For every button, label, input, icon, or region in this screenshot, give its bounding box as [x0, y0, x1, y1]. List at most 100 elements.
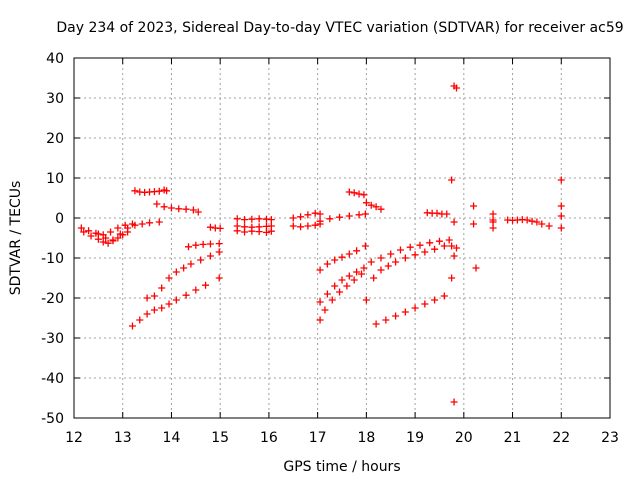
- data-point: [321, 306, 329, 314]
- data-point: [80, 228, 88, 236]
- data-point: [94, 230, 102, 238]
- data-point: [370, 274, 378, 282]
- data-point: [77, 224, 85, 232]
- data-point: [377, 266, 385, 274]
- data-point: [431, 245, 439, 253]
- data-point: [136, 316, 144, 324]
- data-point: [360, 264, 368, 272]
- data-point: [401, 254, 409, 262]
- series-arc-r: [316, 242, 369, 274]
- data-point: [215, 240, 223, 248]
- series-arc-d: [131, 186, 171, 196]
- x-tick-label: 22: [552, 430, 570, 446]
- data-point: [353, 247, 361, 255]
- series-arc-c: [94, 218, 163, 244]
- data-point: [382, 316, 390, 324]
- data-point: [102, 234, 110, 242]
- data-point: [362, 199, 370, 207]
- data-point: [172, 296, 180, 304]
- data-point: [248, 227, 256, 235]
- series-arc-a: [77, 220, 136, 239]
- data-point: [448, 176, 456, 184]
- data-point: [361, 242, 369, 250]
- data-point: [304, 222, 312, 230]
- data-point: [311, 209, 319, 217]
- data-point: [377, 205, 385, 213]
- data-point: [143, 310, 151, 318]
- data-point: [267, 216, 275, 224]
- data-point: [545, 222, 553, 230]
- data-point: [197, 256, 205, 264]
- data-point: [355, 211, 363, 219]
- x-tick-label: 17: [309, 430, 327, 446]
- data-point: [362, 296, 370, 304]
- data-point: [372, 320, 380, 328]
- data-point: [355, 190, 363, 198]
- data-point: [316, 217, 324, 225]
- data-point: [175, 205, 183, 213]
- y-tick-label: 20: [46, 131, 64, 147]
- data-point: [406, 243, 414, 251]
- data-point: [155, 187, 163, 195]
- data-point: [172, 268, 180, 276]
- data-point: [523, 216, 531, 224]
- data-point: [557, 176, 565, 184]
- data-point: [85, 227, 93, 235]
- data-point: [304, 211, 312, 219]
- data-point: [206, 223, 214, 231]
- series-arc-t: [316, 270, 365, 324]
- data-point: [124, 224, 132, 232]
- data-point: [392, 312, 400, 320]
- data-point: [262, 228, 270, 236]
- data-point: [160, 203, 168, 211]
- data-point: [421, 248, 429, 256]
- data-point: [338, 276, 346, 284]
- y-tick-label: 0: [55, 211, 64, 227]
- data-point: [297, 223, 305, 231]
- data-point: [396, 246, 404, 254]
- data-point: [180, 264, 188, 272]
- data-point: [367, 258, 375, 266]
- data-point: [528, 217, 536, 225]
- data-point: [326, 215, 334, 223]
- data-point: [401, 308, 409, 316]
- series-arc-w: [372, 292, 448, 328]
- series-arc-q: [362, 199, 385, 213]
- data-point: [440, 242, 448, 250]
- y-tick-label: 40: [46, 51, 64, 67]
- series-arc-s: [316, 264, 368, 306]
- data-point: [202, 281, 210, 289]
- x-tick-label: 20: [455, 430, 473, 446]
- data-point: [194, 208, 202, 216]
- data-point: [215, 274, 223, 282]
- series-arc-m: [289, 209, 324, 222]
- data-point: [158, 304, 166, 312]
- data-point: [233, 215, 241, 223]
- data-point: [353, 268, 361, 276]
- series-arc-v: [367, 236, 453, 266]
- data-point: [87, 232, 95, 240]
- data-point: [316, 298, 324, 306]
- data-point: [189, 206, 197, 214]
- x-tick-label: 18: [357, 430, 375, 446]
- plot-area-frame: [73, 57, 611, 419]
- x-tick-label: 19: [406, 430, 424, 446]
- data-point: [557, 202, 565, 210]
- data-point: [215, 248, 223, 256]
- data-point: [533, 218, 541, 226]
- data-point: [289, 222, 297, 230]
- series-arc-p: [345, 188, 368, 199]
- data-point: [338, 253, 346, 261]
- series-arc-o: [316, 210, 369, 225]
- data-point: [158, 284, 166, 292]
- data-point: [165, 274, 173, 282]
- x-tick-label: 16: [260, 430, 278, 446]
- data-point: [150, 306, 158, 314]
- data-point: [155, 218, 163, 226]
- data-point: [336, 288, 344, 296]
- data-point: [372, 203, 380, 211]
- data-point: [345, 188, 353, 196]
- series-arc-j: [233, 215, 275, 224]
- data-point: [104, 239, 112, 247]
